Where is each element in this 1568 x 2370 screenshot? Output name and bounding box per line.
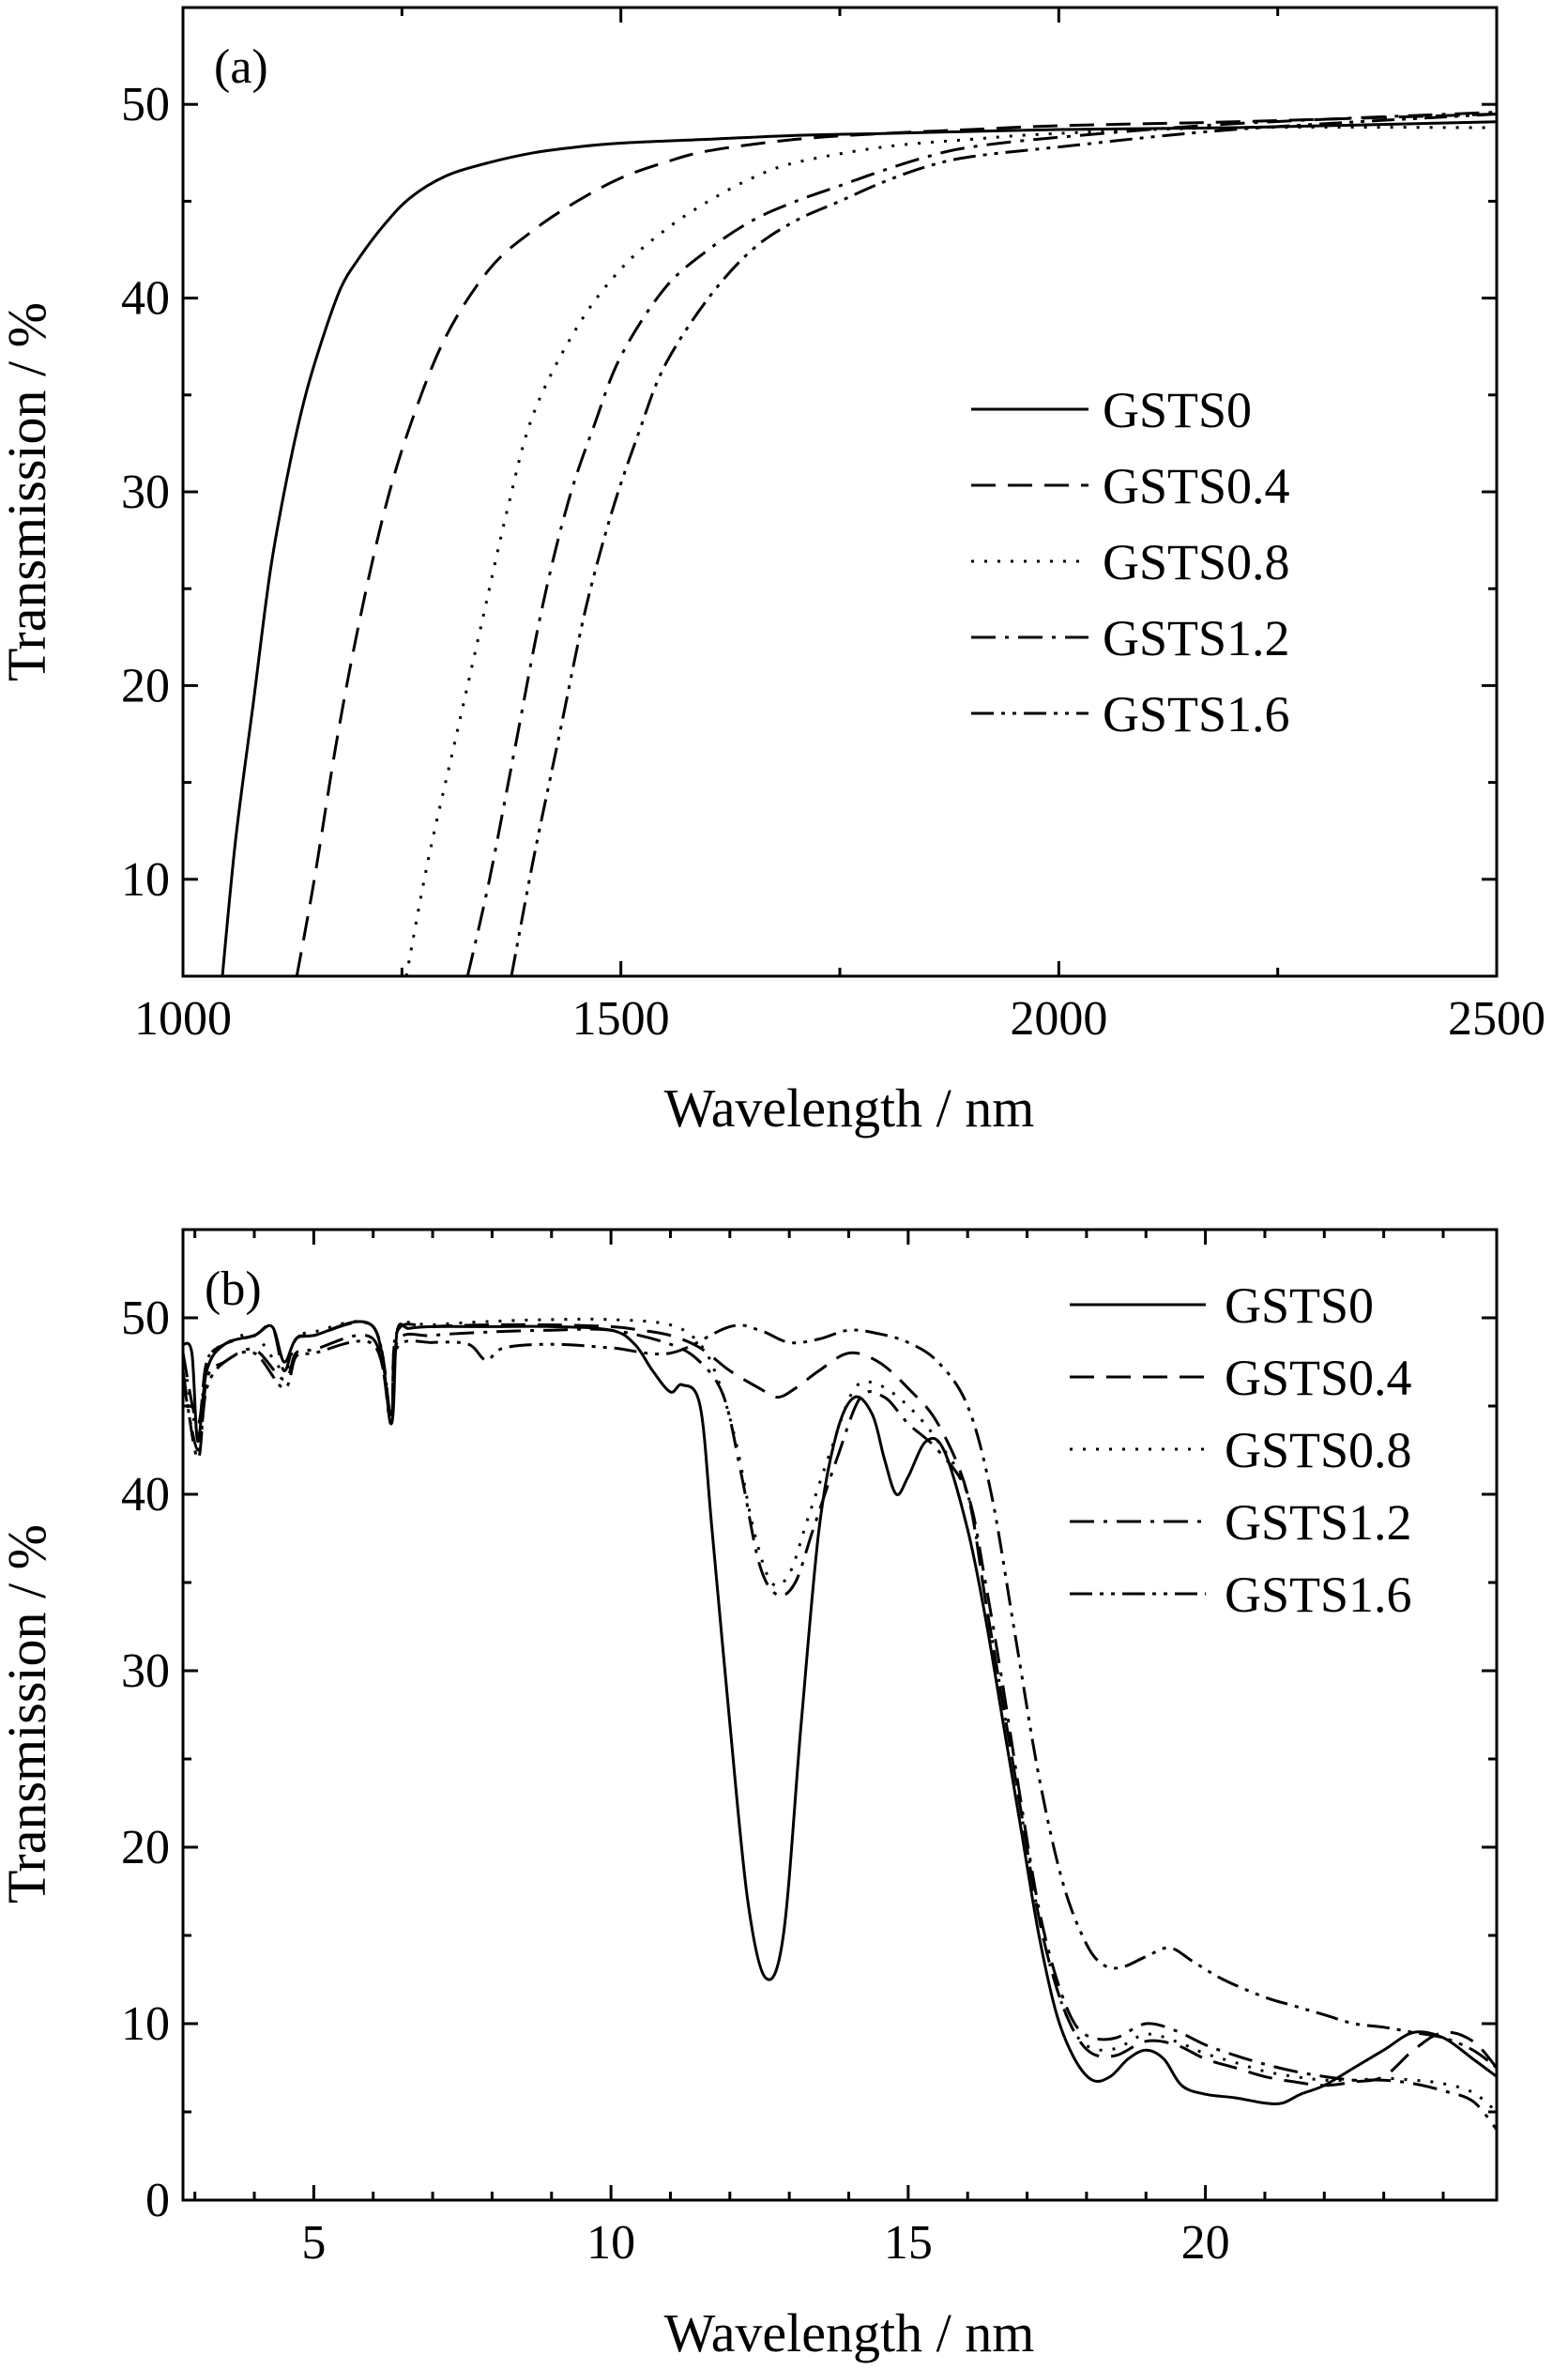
panel-label-b: (b) [205,1262,262,1316]
plot-frame-b [181,1228,1499,2202]
y-axis-title-b: Transmission / % [0,1524,57,1904]
legend-label: GSTS0 [1103,382,1252,438]
legend-label: GSTS0.4 [1103,458,1290,514]
x-tick-label-a: 1500 [572,992,670,1046]
x-tick-label-b: 10 [586,2216,635,2270]
panel-label-a: (a) [214,40,268,94]
y-tick-label-a: 20 [121,659,170,712]
legend-label: GSTS1.6 [1225,1567,1412,1623]
y-tick-label-b: 20 [121,1821,170,1874]
chart-panel-b: 5 10 15 20 0 10 20 30 40 50 (b) Wavelength / nm T… [0,1228,1499,2363]
y-tick-label-b: 30 [121,1644,170,1698]
y-axis-title-a: Transmission / % [0,302,57,681]
y-tick-label-a: 50 [121,78,170,131]
x-tick-label-b: 5 [301,2216,326,2270]
x-tick-label-a: 1000 [134,992,232,1046]
series-line-gsts0-8 [404,126,1497,976]
x-tick-label-b: 15 [884,2216,933,2270]
series-line-gsts1-2 [183,1327,1497,2131]
y-tick-label-a: 10 [121,853,170,907]
legend-label: GSTS0.8 [1225,1422,1412,1478]
y-tick-label-a: 40 [121,272,170,326]
series-line-gsts0-4 [183,1321,1497,2087]
x-tick-label-a: 2500 [1448,992,1545,1046]
series-line-gsts1-6 [510,113,1497,976]
x-axis-title-b: Wavelength / nm [664,2302,1035,2363]
legend-label: GSTS1.2 [1225,1494,1412,1551]
legend-label: GSTS1.6 [1103,686,1290,742]
y-tick-label-a: 30 [121,466,170,519]
legend-label: GSTS0.8 [1103,534,1290,590]
chart-panel-a: 1000 1500 2000 2500 10 20 30 40 50 (a) Wavelengt… [0,6,1545,1139]
y-tick-label-b: 40 [121,1468,170,1521]
legend-label: GSTS0 [1225,1277,1374,1334]
series-line-gsts0 [221,120,1497,976]
y-tick-label-b: 50 [121,1292,170,1345]
series-line-gsts1-2 [465,111,1497,976]
legend-label: GSTS0.4 [1225,1350,1412,1406]
x-tick-label-a: 2000 [1010,992,1107,1046]
y-tick-label-b: 0 [145,2174,170,2227]
y-tick-label-b: 10 [121,1997,170,2051]
legend-label: GSTS1.2 [1103,610,1290,666]
series-line-gsts0-4 [295,113,1497,976]
x-tick-label-b: 20 [1181,2216,1230,2270]
x-axis-title-a: Wavelength / nm [664,1078,1035,1139]
